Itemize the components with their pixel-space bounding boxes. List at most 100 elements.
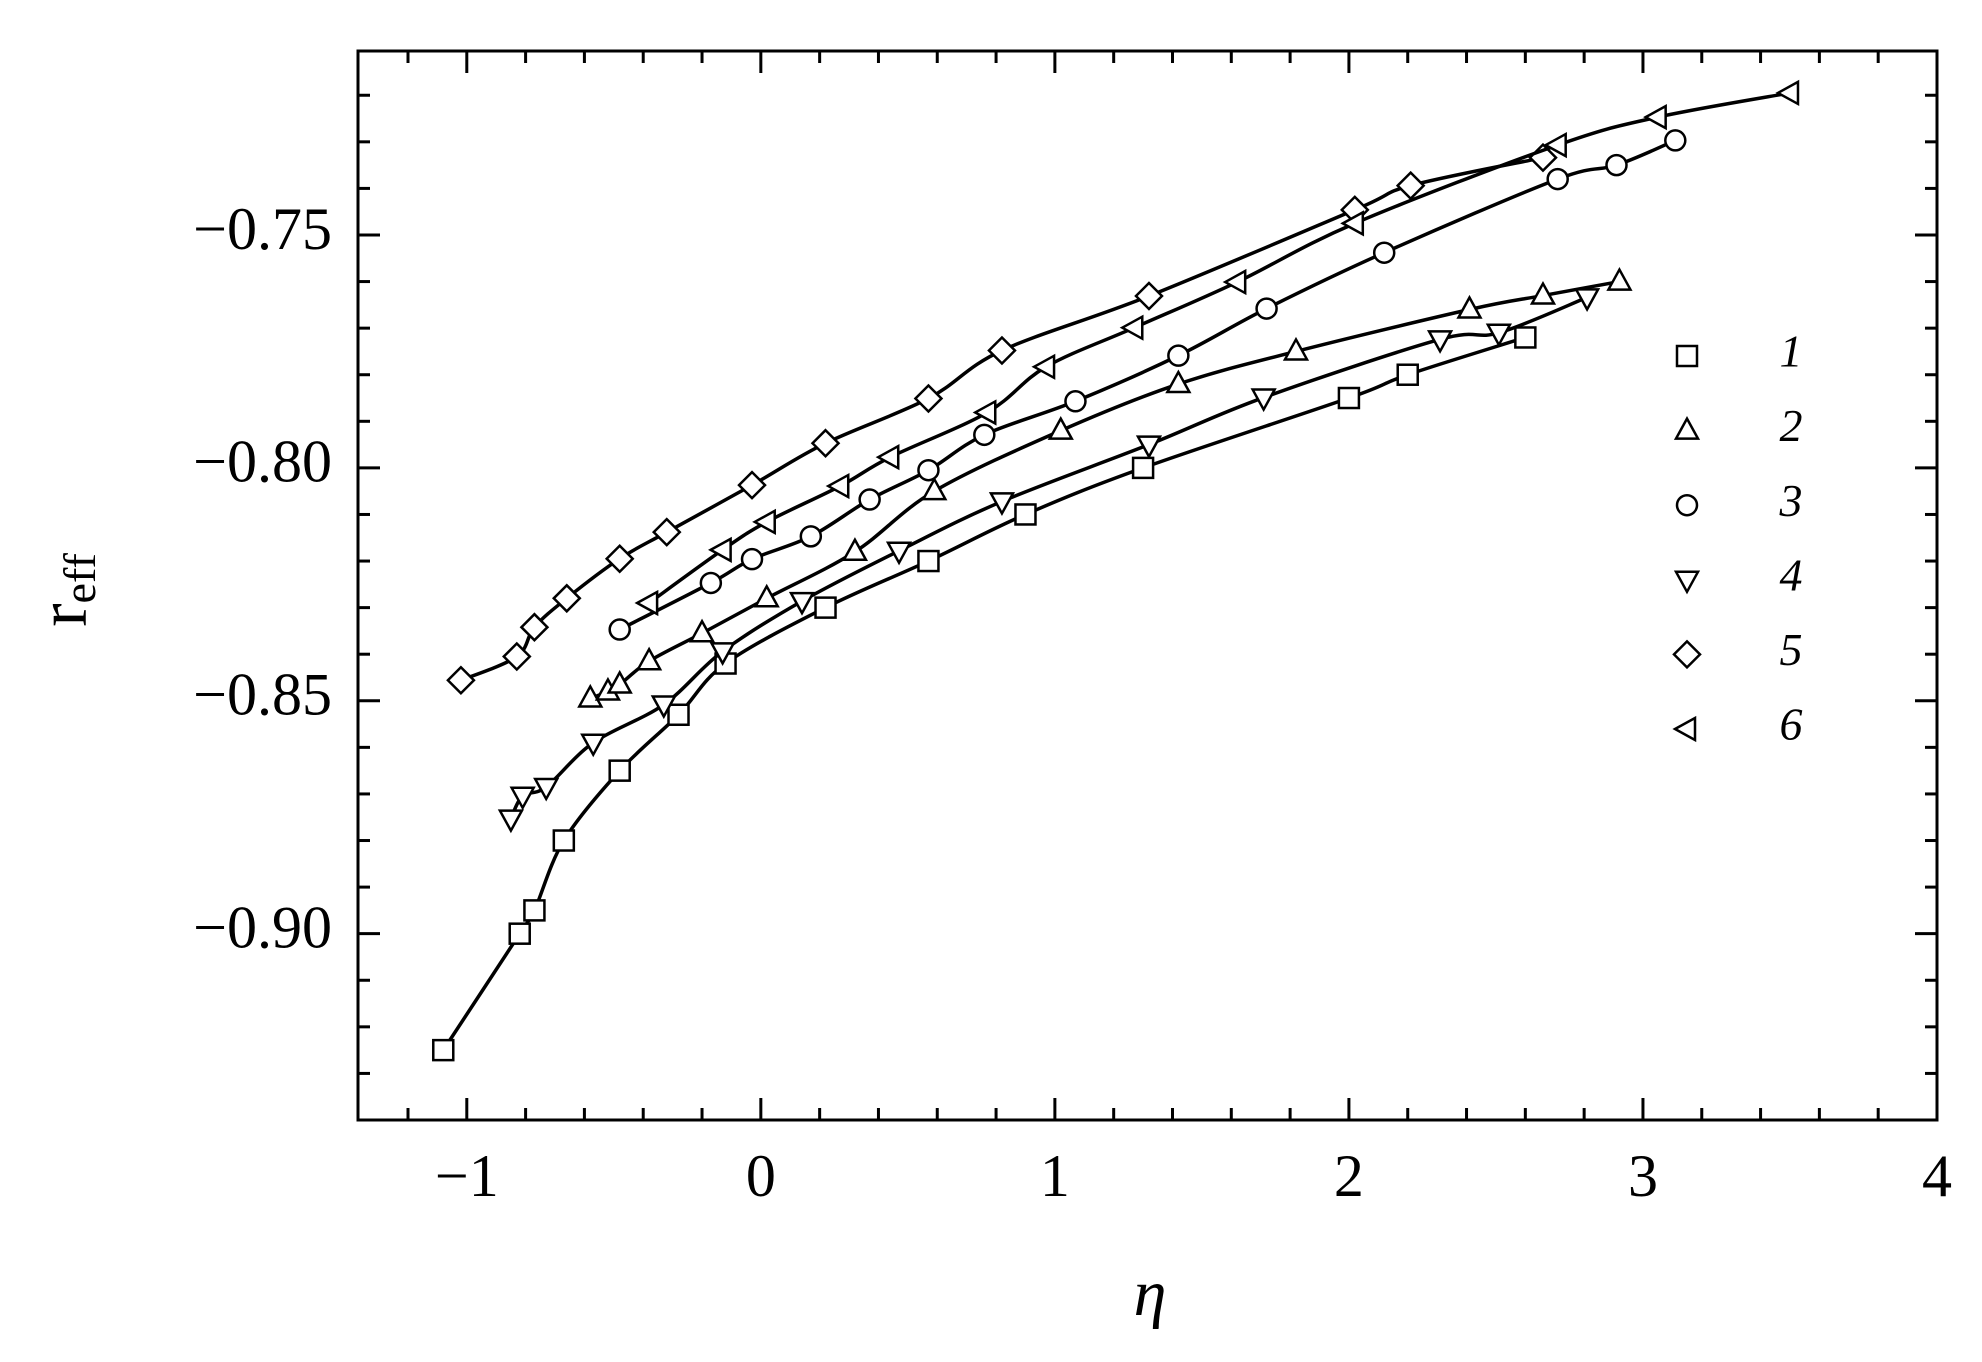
marker-triangle-up: [1165, 369, 1192, 394]
marker-triangle-down: [509, 786, 536, 811]
marker-circle: [1546, 167, 1569, 191]
marker-triangle-up: [841, 537, 869, 561]
marker-circle: [799, 525, 823, 548]
series: [577, 266, 1633, 708]
marker-square: [608, 759, 631, 782]
legend-label: 4: [1780, 549, 1803, 600]
marker-triangle-down: [1426, 330, 1454, 354]
marker-triangle-left: [875, 444, 900, 471]
marker-triangle-left: [634, 589, 659, 617]
marker-circle: [1664, 129, 1687, 152]
marker-triangle-down: [709, 642, 736, 667]
series-curve: [648, 91, 1791, 605]
marker-square: [814, 596, 837, 619]
legend-label: 1: [1780, 326, 1803, 377]
x-tick-label: 2: [1334, 1143, 1364, 1209]
marker-diamond: [1672, 639, 1702, 670]
marker-triangle-up: [688, 618, 716, 643]
marker-circle: [917, 458, 940, 482]
marker-circle: [1255, 297, 1278, 320]
marker-triangle-up: [1529, 280, 1557, 305]
series-curve: [589, 279, 1620, 701]
y-tick-label: −0.80: [193, 429, 332, 495]
marker-triangle-down: [580, 733, 607, 758]
marker-triangle-up: [753, 583, 780, 608]
marker-circle: [608, 618, 631, 641]
marker-diamond: [810, 428, 841, 458]
marker-circle: [1675, 493, 1699, 517]
marker-triangle-left: [1031, 353, 1056, 380]
x-tick-label: 3: [1628, 1143, 1658, 1209]
x-tick-label: −1: [435, 1143, 499, 1209]
marker-diamond: [651, 517, 682, 547]
marker-triangle-left: [1643, 104, 1667, 131]
marker-triangle-left: [1543, 131, 1567, 159]
marker-triangle-down: [650, 695, 677, 720]
marker-circle: [1372, 241, 1396, 264]
marker-triangle-up: [577, 683, 604, 708]
marker-triangle-down: [885, 541, 913, 566]
y-tick-label: −0.85: [193, 662, 332, 728]
marker-triangle-up: [1282, 336, 1310, 361]
x-tick-label: 1: [1040, 1143, 1070, 1209]
marker-square: [667, 703, 690, 727]
y-axis-label: reff: [25, 553, 105, 627]
marker-circle: [858, 488, 881, 511]
marker-diamond: [552, 583, 582, 614]
plot-frame: [356, 49, 1939, 1122]
marker-diamond: [737, 470, 767, 500]
marker-triangle-left: [972, 399, 997, 426]
marker-triangle-left: [752, 508, 776, 536]
marker-triangle-down: [1573, 288, 1601, 312]
marker-diamond: [446, 665, 476, 696]
x-tick-label: 0: [746, 1143, 776, 1209]
marker-triangle-left: [1340, 210, 1365, 237]
marker-triangle-down: [1485, 323, 1512, 348]
marker-triangle-up: [921, 476, 948, 501]
x-tick-label: 4: [1922, 1143, 1952, 1209]
marker-square: [917, 549, 940, 573]
marker-square: [508, 922, 531, 945]
marker-triangle-down: [533, 777, 560, 802]
legend-label: 5: [1780, 624, 1803, 675]
marker-diamond: [1134, 281, 1164, 311]
marker-triangle-down: [988, 492, 1016, 517]
legend-label: 2: [1780, 400, 1803, 451]
marker-triangle-left: [1119, 314, 1144, 341]
marker-square: [1514, 326, 1537, 349]
marker-triangle-left: [1672, 715, 1697, 743]
marker-diamond: [502, 641, 532, 672]
marker-triangle-down: [497, 809, 525, 834]
marker-diamond: [1395, 170, 1426, 201]
legend-label: 3: [1779, 475, 1803, 526]
marker-diamond: [913, 383, 944, 414]
y-axis-label-subscript: eff: [54, 553, 105, 604]
marker-triangle-down: [788, 591, 816, 616]
marker-square: [1337, 386, 1361, 410]
marker-triangle-left: [708, 536, 732, 563]
legend-label: 6: [1780, 699, 1803, 750]
marker-circle: [699, 571, 723, 595]
marker-square: [1675, 344, 1699, 368]
marker-triangle-down: [1673, 570, 1701, 595]
marker-square: [552, 829, 576, 852]
marker-circle: [1064, 390, 1087, 413]
series-curve: [460, 155, 1544, 682]
marker-diamond: [604, 543, 635, 574]
marker-circle: [740, 547, 764, 571]
marker-circle: [1167, 344, 1190, 367]
marker-triangle-left: [1222, 268, 1247, 296]
marker-triangle-down: [1135, 435, 1163, 460]
y-tick-label: −0.90: [193, 894, 332, 960]
y-tick-label: −0.75: [193, 196, 332, 262]
marker-triangle-left: [825, 472, 850, 500]
marker-square: [523, 899, 546, 922]
marker-diamond: [987, 335, 1017, 366]
marker-triangle-left: [1775, 79, 1800, 107]
marker-circle: [973, 423, 996, 447]
series: [608, 129, 1687, 641]
marker-square: [1014, 503, 1037, 526]
series: [634, 79, 1800, 617]
marker-diamond: [519, 612, 550, 642]
marker-triangle-up: [606, 669, 633, 694]
